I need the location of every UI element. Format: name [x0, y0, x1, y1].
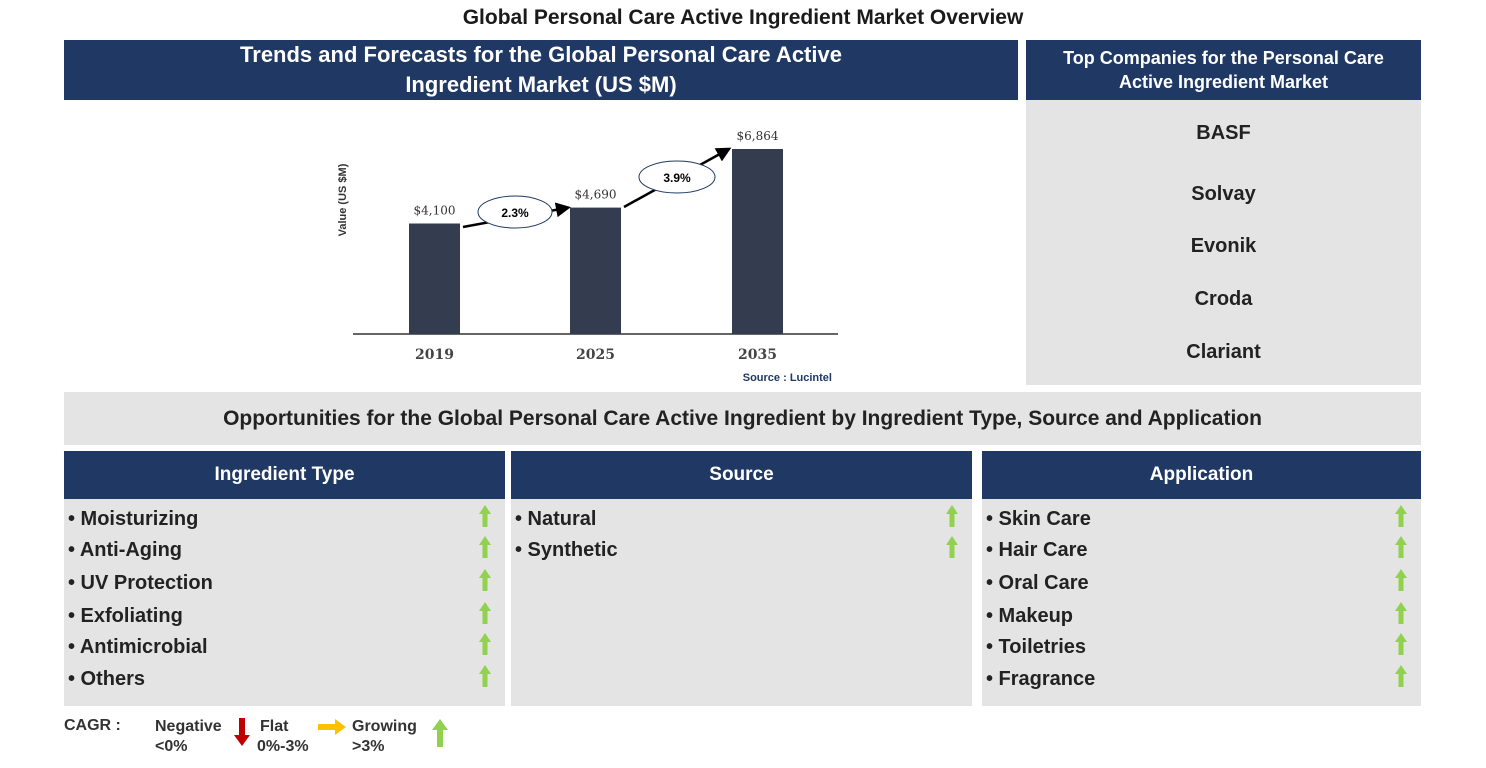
segment-item: • Skin Care	[986, 508, 1091, 530]
segment-item: • Makeup	[986, 605, 1074, 627]
arrow-down-red-icon	[234, 718, 250, 746]
arrow-up-green-icon	[1395, 536, 1407, 558]
companies-header: Top Companies for the Personal Care Acti…	[1026, 40, 1421, 100]
segment-item: • Natural	[515, 508, 597, 530]
arrow-up-green-icon	[1395, 505, 1407, 527]
company-item: BASF	[1196, 122, 1251, 144]
arrow-up-green-icon	[432, 719, 448, 747]
x-tick-label: 2025	[576, 347, 615, 363]
segment-list: • Skin Care • Hair Care • Oral Care • Makeu…	[982, 499, 1421, 706]
legend-negative-range: <0%	[155, 738, 188, 755]
segment-item: • Antimicrobial	[68, 636, 208, 658]
legend-flat: Flat 0%-3%	[257, 717, 309, 757]
x-tick-label: 2035	[738, 347, 777, 363]
arrow-up-green-icon	[479, 665, 491, 687]
segment-item: • Anti-Aging	[68, 539, 183, 561]
data-label: $6,864	[737, 129, 779, 143]
legend-flat-range: 0%-3%	[257, 738, 309, 755]
segment-header: Ingredient Type	[64, 451, 505, 499]
arrow-up-green-icon	[1395, 569, 1407, 591]
segment-item: • Synthetic	[515, 539, 618, 561]
arrow-up-green-icon	[1395, 633, 1407, 655]
bar-2025	[570, 207, 621, 334]
data-label: $4,100	[414, 203, 456, 217]
legend-flat-label: Flat	[260, 718, 289, 735]
legend-cagr-label: CAGR :	[64, 717, 121, 734]
segment-list: • Natural • Synthetic	[511, 499, 972, 706]
arrow-up-green-icon	[1395, 665, 1407, 687]
segment-header: Application	[982, 451, 1421, 499]
cagr-bubble	[638, 160, 716, 194]
company-item: Croda	[1194, 288, 1253, 310]
trend-header: Trends and Forecasts for the Global Pers…	[64, 40, 1018, 100]
source-label: Source : Lucintel	[743, 372, 832, 384]
arrow-up-green-icon	[479, 569, 491, 591]
segment-item: • Moisturizing	[68, 508, 199, 530]
segment-item: • Others	[68, 668, 146, 690]
legend-growing-label: Growing	[352, 718, 417, 735]
cagr-label: 3.9%	[663, 171, 691, 185]
segment-item: • Exfoliating	[68, 605, 183, 627]
segment-header: Source	[511, 451, 972, 499]
arrow-up-green-icon	[946, 505, 958, 527]
segment-item: • UV Protection	[68, 572, 213, 594]
cagr-label: 2.3%	[501, 206, 529, 220]
legend-negative: Negative <0%	[155, 717, 222, 757]
arrow-up-green-icon	[1395, 602, 1407, 624]
legend-growing: Growing >3%	[352, 717, 417, 757]
companies-list: BASF Solvay Evonik Croda Clariant	[1026, 100, 1421, 385]
arrow-right-yellow-icon	[318, 719, 346, 735]
x-tick-label: 2019	[415, 347, 454, 363]
arrow-up-green-icon	[479, 602, 491, 624]
segment-item: • Toiletries	[986, 636, 1086, 658]
arrow-up-green-icon	[479, 505, 491, 527]
arrow-up-green-icon	[946, 536, 958, 558]
y-axis-label: Value (US $M)	[337, 163, 349, 236]
bar-2019	[409, 223, 460, 334]
company-item: Solvay	[1191, 183, 1256, 205]
segment-item: • Hair Care	[986, 539, 1088, 561]
company-item: Evonik	[1190, 235, 1257, 257]
arrow-up-green-icon	[479, 633, 491, 655]
segment-list: • Moisturizing • Anti-Aging • UV Protectio…	[64, 499, 505, 706]
data-label: $4,690	[575, 188, 617, 202]
bar-2035	[732, 149, 783, 334]
company-item: Clariant	[1186, 341, 1261, 363]
arrow-up-green-icon	[479, 536, 491, 558]
legend-negative-label: Negative	[155, 718, 222, 735]
legend-growing-range: >3%	[352, 738, 385, 755]
cagr-bubble	[477, 195, 553, 229]
bar-chart: Value (US $M) $4,100 2019 $4,690 2025 $6,864 2…	[337, 129, 838, 384]
opportunities-header: Opportunities for the Global Personal Ca…	[64, 392, 1421, 445]
segment-item: • Oral Care	[986, 572, 1089, 594]
segment-item: • Fragrance	[986, 668, 1096, 690]
page-title: Global Personal Care Active Ingredient M…	[462, 6, 1024, 29]
